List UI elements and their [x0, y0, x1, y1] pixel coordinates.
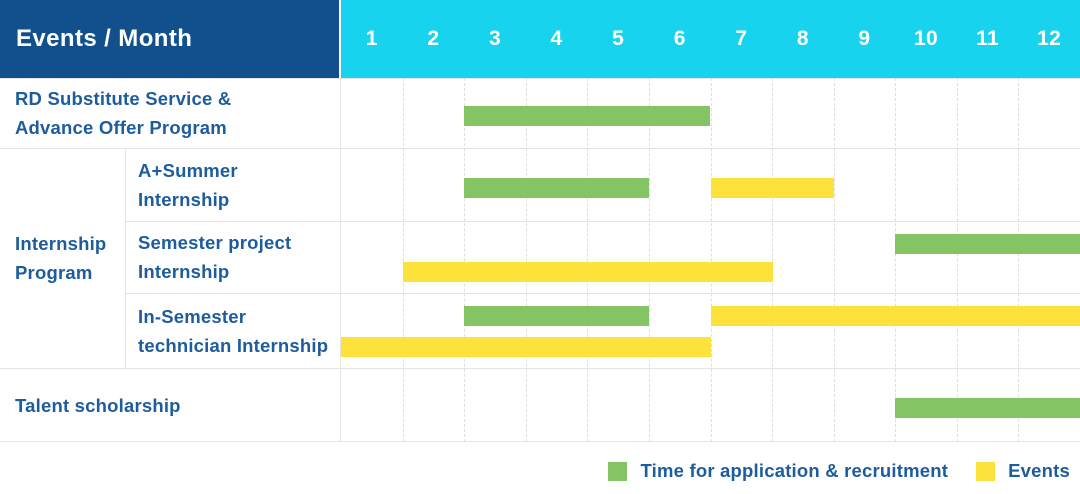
row-label-line: In-Semester	[138, 305, 247, 327]
bar-event	[403, 262, 773, 282]
chart-title: Events / Month	[16, 25, 193, 52]
grid-hline	[125, 221, 1080, 222]
grid-hline	[0, 78, 1080, 79]
month-header-4: 4	[550, 27, 563, 50]
grid-hline	[125, 293, 1080, 294]
legend-item-recruitment: Time for application & recruitment	[608, 460, 948, 482]
row-label-line: Advance Offer Program	[15, 117, 227, 138]
month-header-2: 2	[427, 27, 440, 50]
month-header-6: 6	[673, 27, 686, 50]
month-header-7: 7	[735, 27, 748, 50]
grid-hline	[0, 148, 1080, 149]
bar-recruitment	[464, 106, 710, 126]
grid-vline-month	[711, 78, 712, 442]
month-header-3: 3	[488, 27, 501, 50]
grid-vline-month	[772, 78, 773, 442]
row-label-rd-substitute-service-advance-offer-program: RD Substitute Service & Advance Offer Pro…	[0, 78, 341, 148]
legend-swatch-recruitment	[608, 461, 628, 481]
month-header-8: 8	[796, 27, 809, 50]
month-header-12: 12	[1037, 27, 1062, 50]
grid-vline-month	[464, 78, 465, 442]
row-label-line: A+Summer	[138, 159, 238, 181]
row-group-label-internship-program: Internship Program	[0, 148, 125, 368]
grid-vline-month	[526, 78, 527, 442]
month-header-9: 9	[858, 27, 871, 50]
row-label-talent-scholarship: Talent scholarship	[0, 368, 341, 442]
month-header-10: 10	[914, 27, 938, 50]
grid-hline	[0, 368, 1080, 369]
row-label-line: Talent scholarship	[15, 394, 181, 416]
month-header-11: 11	[976, 27, 999, 50]
row-group-label-line: Program	[15, 262, 93, 283]
month-axis-header: 1 2 3 4 5 6 7 8 9 10 11 12	[341, 0, 1080, 78]
row-label-line: Semester project	[138, 232, 292, 253]
bar-recruitment	[895, 234, 1080, 254]
row-label-a-summer-internship: A+Summer Internship	[125, 148, 341, 221]
grid-vline-month	[895, 78, 896, 442]
bar-recruitment	[895, 398, 1080, 418]
row-label-line: RD Substitute Service &	[15, 88, 232, 109]
grid-vline-group-split	[125, 148, 126, 368]
row-label-in-semester-technician-internship: In-Semester technician Internship	[125, 293, 341, 368]
row-label-semester-project-internship: Semester project Internship	[125, 221, 341, 293]
legend: Time for application & recruitment Events	[608, 452, 1070, 490]
legend-label-event: Events	[1008, 460, 1070, 481]
legend-item-event: Events	[976, 460, 1070, 482]
legend-label-recruitment: Time for application & recruitment	[640, 460, 949, 481]
row-label-line: technician Internship	[138, 334, 329, 356]
month-header-1: 1	[365, 27, 378, 50]
events-month-header-cell: Events / Month	[0, 0, 339, 78]
row-label-line: Internship	[138, 188, 230, 210]
row-group-label-line: Internship	[15, 233, 107, 254]
bar-recruitment	[464, 306, 649, 326]
bar-event	[711, 306, 1080, 326]
bar-recruitment	[464, 178, 649, 198]
grid-vline-month	[403, 78, 404, 442]
grid-vline-month	[834, 78, 835, 442]
grid-vline-month	[587, 78, 588, 442]
grid-vline-month	[957, 78, 958, 442]
month-header-5: 5	[612, 27, 625, 50]
bar-event	[341, 337, 711, 357]
row-label-line: Internship	[138, 261, 230, 282]
grid-vline-month	[649, 78, 650, 442]
grid-vline-label-split	[340, 78, 341, 442]
grid-vline-month	[1018, 78, 1019, 442]
grid-hline	[0, 441, 1080, 442]
bar-event	[711, 178, 834, 198]
legend-swatch-event	[976, 461, 996, 481]
